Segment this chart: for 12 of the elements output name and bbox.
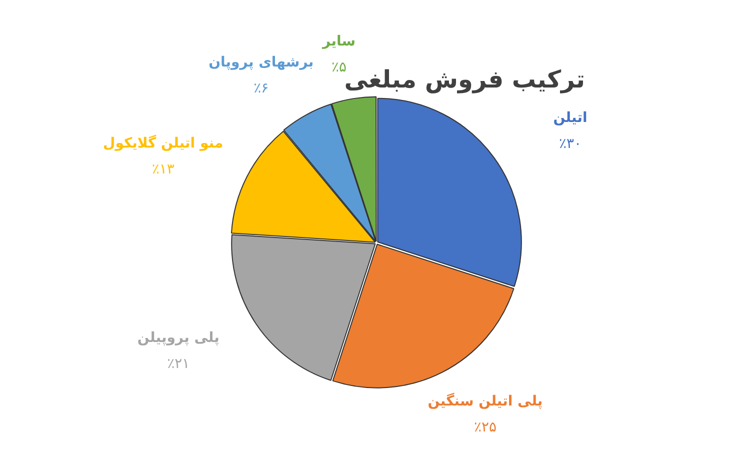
slice-label: اتیلن [553, 110, 588, 126]
slice-label: منو اتیلن گلایکول [103, 134, 224, 152]
data-label: ٪۳۰ [558, 136, 582, 152]
slice-label: سایر [322, 33, 356, 50]
slice-label: برشهای پروپان [208, 54, 314, 71]
data-label: ٪۲۵ [474, 419, 497, 436]
data-label: ٪۱۳ [152, 162, 175, 178]
slice-label: پلی اتیلن سنگین [428, 392, 543, 410]
data-label: ٪۶ [254, 80, 269, 97]
slice-label: پلی پروپیلن [137, 330, 220, 346]
data-label: ٪۵ [332, 59, 347, 76]
data-label: ٪۲۱ [167, 356, 190, 372]
